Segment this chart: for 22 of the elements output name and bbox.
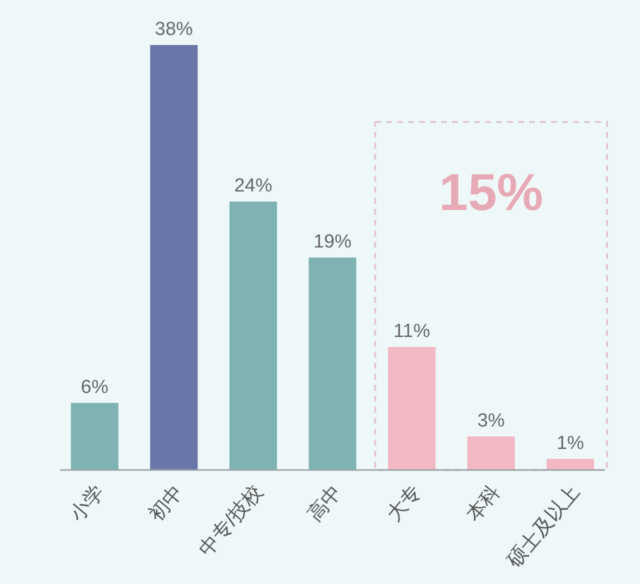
bar <box>308 258 356 470</box>
data-label: 11% <box>393 320 430 342</box>
data-label: 1% <box>556 432 584 454</box>
bar <box>388 346 436 470</box>
data-label: 6% <box>80 376 108 398</box>
bar <box>546 458 594 470</box>
x-tick-label: 本科 <box>462 481 505 526</box>
bar <box>70 402 118 470</box>
bar <box>150 45 198 470</box>
x-tick-label: 中专/技校 <box>195 481 268 561</box>
x-tick-label: 高中 <box>303 480 346 526</box>
x-tick-label: 小学 <box>66 481 108 526</box>
bar <box>467 436 515 470</box>
x-tick-label: 初中 <box>145 481 188 526</box>
data-label: 38% <box>154 19 194 40</box>
data-label: 3% <box>477 410 505 432</box>
x-tick-label: 大专 <box>383 481 426 526</box>
bar <box>229 202 277 470</box>
x-tick-label: 硕士及以上 <box>502 481 584 573</box>
data-label: 24% <box>234 176 272 197</box>
annotation: 15% <box>439 164 544 222</box>
data-label: 19% <box>313 232 352 252</box>
